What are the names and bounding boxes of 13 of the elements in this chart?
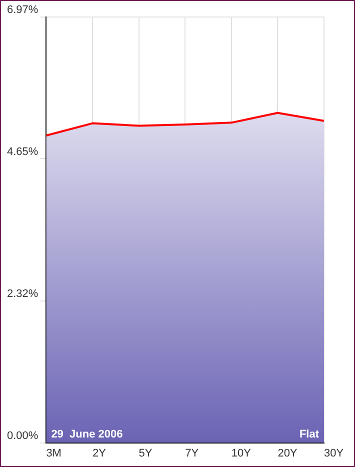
annotation: 29 June 2006: [51, 428, 123, 440]
y-tick-label: 0.00%: [6, 430, 38, 442]
y-tick-label: 2.32%: [6, 288, 38, 300]
x-tick-label: 10Y: [231, 447, 252, 460]
x-tick-label: 3M: [46, 447, 62, 460]
x-tick-label: 20Y: [278, 447, 298, 460]
x-tick-label: 5Y: [138, 447, 153, 460]
x-tick-label: 7Y: [185, 447, 200, 460]
y-tick-label: 6.97%: [6, 4, 38, 16]
y-tick-label: 4.65%: [6, 146, 38, 158]
x-tick-label: 30Y: [324, 447, 344, 460]
x-tick-label: 2Y: [92, 447, 107, 460]
annotation: Flat: [299, 428, 320, 440]
